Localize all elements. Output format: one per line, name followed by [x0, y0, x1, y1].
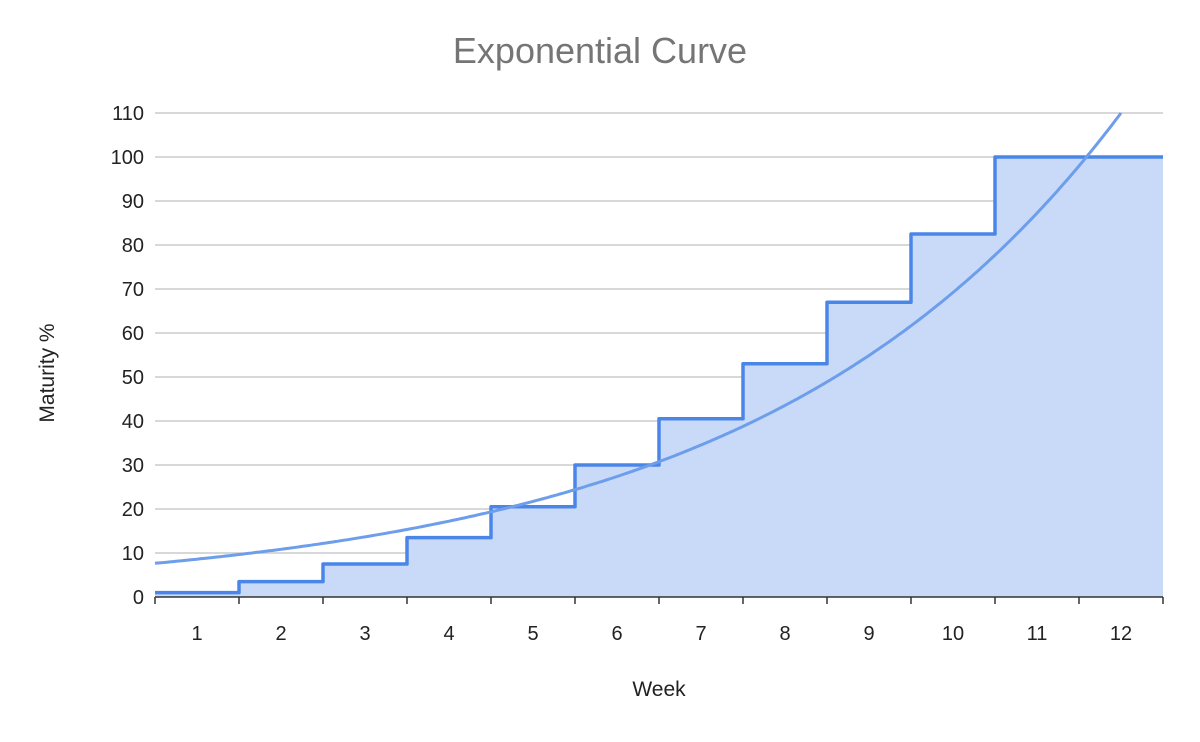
y-tick-label: 90	[122, 191, 144, 213]
x-tick-label: 1	[191, 623, 202, 645]
y-tick-label: 40	[122, 411, 144, 433]
trendline	[154, 112, 1123, 565]
x-tick-label: 2	[275, 623, 286, 645]
series-step-line	[155, 155, 1163, 595]
x-tick-label: 3	[359, 623, 370, 645]
y-tick-label: 110	[112, 103, 144, 125]
y-tick-label: 70	[122, 279, 144, 301]
y-tick-label: 20	[122, 499, 144, 521]
x-tick-label: 4	[443, 623, 454, 645]
x-tick-label: 9	[863, 623, 874, 645]
chart-title: Exponential Curve	[452, 30, 748, 71]
x-tick-label: 7	[695, 623, 706, 645]
y-tick-label: 60	[122, 323, 144, 345]
y-tick-label: 80	[122, 235, 144, 257]
x-tick-label: 12	[1110, 623, 1132, 645]
y-tick-label: 30	[122, 455, 144, 477]
x-axis-label: Week	[632, 678, 686, 701]
x-tick-label: 5	[527, 623, 538, 645]
y-tick-label: 50	[122, 367, 144, 389]
x-tick-label: 6	[611, 623, 622, 645]
x-tick-label: 8	[779, 623, 790, 645]
x-tick-label: 10	[942, 623, 964, 645]
y-tick-label: 10	[122, 543, 144, 565]
y-tick-label: 100	[111, 147, 144, 169]
x-tick-label: 11	[1027, 623, 1048, 645]
y-tick-label: 0	[133, 587, 144, 609]
